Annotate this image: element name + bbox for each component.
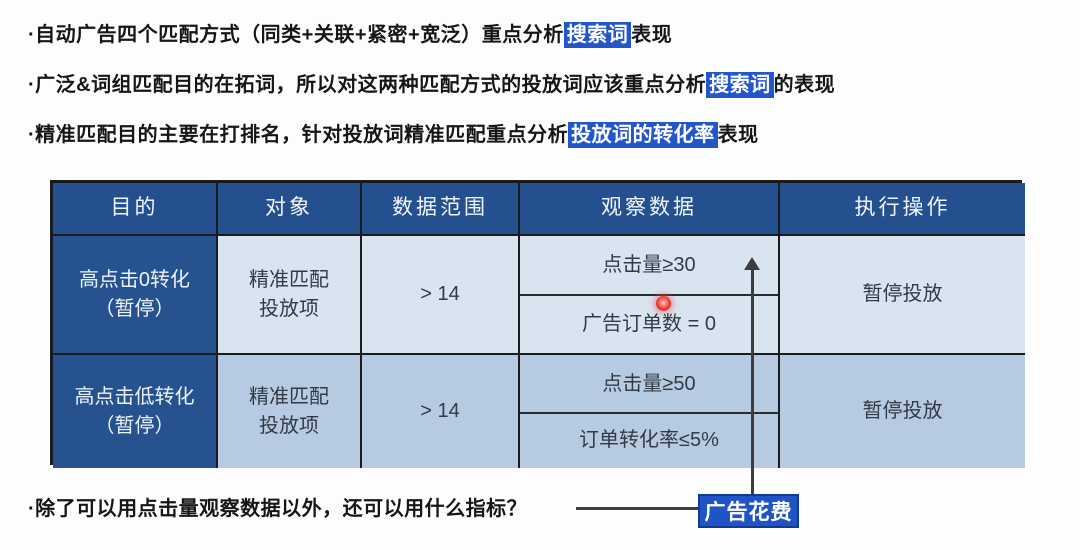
- row2-range: > 14: [362, 355, 520, 468]
- header-observe-data: 观察数据: [520, 183, 780, 236]
- rules-table: 目的 对象 数据范围 观察数据 执行操作 高点击0转化 （暂停） 精准匹配 投放…: [50, 180, 1025, 468]
- annotation-connector-horizontal-line: [576, 507, 698, 510]
- bullet-2-highlight: 搜索词: [706, 72, 774, 98]
- header-action: 执行操作: [780, 183, 1025, 236]
- laser-pointer-dot: [656, 296, 671, 311]
- row2-observe-clicks: 点击量≥50: [520, 356, 778, 414]
- bullet-3-pre: ·精准匹配目的主要在打排名，针对投放词精准匹配重点分析: [28, 124, 569, 146]
- row1-observe-clicks: 点击量≥30: [520, 236, 778, 296]
- arrow-connector-vertical-line: [751, 268, 754, 495]
- bullet-3-post: 表现: [717, 124, 759, 146]
- bullet-1-post: 表现: [631, 24, 673, 46]
- row1-purpose: 高点击0转化 （暂停）: [53, 236, 218, 355]
- header-purpose: 目的: [53, 183, 218, 236]
- row2-action: 暂停投放: [780, 355, 1025, 468]
- bullet-line-2: ·广泛&词组匹配目的在拓词，所以对这两种匹配方式的投放词应该重点分析 搜索词 的表现: [28, 68, 836, 98]
- row1-action: 暂停投放: [780, 236, 1025, 355]
- row1-observe-orders: 广告订单数 = 0: [582, 313, 716, 335]
- bullet-2-post: 的表现: [773, 74, 836, 96]
- bullet-1-highlight: 搜索词: [563, 22, 632, 48]
- row1-range: > 14: [362, 236, 520, 355]
- ad-spend-label: 广告花费: [698, 494, 799, 528]
- header-object: 对象: [218, 183, 362, 236]
- bullet-line-3: ·精准匹配目的主要在打排名，针对投放词精准匹配重点分析 投放词的转化率 表现: [28, 118, 759, 148]
- row2-purpose: 高点击低转化 （暂停）: [53, 355, 218, 468]
- arrow-up-icon: [744, 257, 760, 270]
- row1-object: 精准匹配 投放项: [218, 236, 362, 355]
- header-data-range: 数据范围: [362, 183, 520, 236]
- bullet-3-highlight: 投放词的转化率: [568, 122, 718, 148]
- row1-observe-cell: 点击量≥30 广告订单数 = 0: [520, 236, 780, 355]
- footer-question: ·除了可以用点击量观察数据以外，还可以用什么指标？: [28, 498, 528, 520]
- row2-observe-cvr: 订单转化率≤5%: [579, 429, 719, 451]
- bullet-2-pre: ·广泛&词组匹配目的在拓词，所以对这两种匹配方式的投放词应该重点分析: [28, 74, 707, 96]
- bullet-line-1: ·自动广告四个匹配方式（同类+关联+紧密+宽泛）重点分析 搜索词 表现: [28, 18, 673, 48]
- row2-observe-cell: 点击量≥50 订单转化率≤5%: [520, 355, 780, 468]
- row2-object: 精准匹配 投放项: [218, 355, 362, 468]
- bullet-1-pre: ·自动广告四个匹配方式（同类+关联+紧密+宽泛）重点分析: [28, 24, 564, 46]
